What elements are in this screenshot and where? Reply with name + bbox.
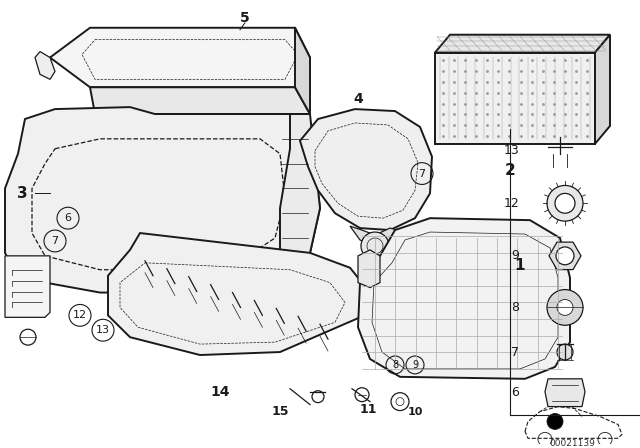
Polygon shape bbox=[5, 107, 320, 293]
Polygon shape bbox=[35, 52, 55, 79]
Circle shape bbox=[547, 289, 583, 325]
Polygon shape bbox=[435, 52, 595, 144]
Polygon shape bbox=[280, 114, 320, 268]
Text: 4: 4 bbox=[353, 92, 363, 106]
Text: 10: 10 bbox=[407, 406, 422, 417]
Text: 9: 9 bbox=[412, 360, 418, 370]
Polygon shape bbox=[50, 28, 310, 87]
Text: 3: 3 bbox=[17, 186, 28, 201]
Text: 15: 15 bbox=[271, 405, 289, 418]
Text: 13: 13 bbox=[96, 325, 110, 335]
Polygon shape bbox=[358, 250, 380, 288]
Circle shape bbox=[557, 344, 573, 360]
Circle shape bbox=[547, 414, 563, 429]
Circle shape bbox=[361, 232, 389, 260]
Text: 9: 9 bbox=[511, 250, 519, 263]
Polygon shape bbox=[300, 109, 432, 230]
Circle shape bbox=[556, 247, 574, 265]
Polygon shape bbox=[108, 233, 370, 355]
Polygon shape bbox=[5, 256, 50, 317]
Polygon shape bbox=[435, 34, 610, 52]
Text: 7: 7 bbox=[419, 168, 426, 179]
Polygon shape bbox=[90, 87, 310, 114]
Circle shape bbox=[555, 194, 575, 213]
Polygon shape bbox=[595, 34, 610, 144]
Text: 7: 7 bbox=[511, 345, 519, 358]
Text: 6: 6 bbox=[65, 213, 72, 223]
Text: 8: 8 bbox=[392, 360, 398, 370]
Text: 6: 6 bbox=[511, 386, 519, 399]
Text: 13: 13 bbox=[503, 144, 519, 157]
Text: 5: 5 bbox=[240, 11, 250, 25]
Text: 1: 1 bbox=[515, 258, 525, 273]
Circle shape bbox=[557, 299, 573, 315]
Text: 7: 7 bbox=[51, 236, 59, 246]
Text: 12: 12 bbox=[73, 310, 87, 320]
Text: 00021139: 00021139 bbox=[549, 439, 595, 448]
Polygon shape bbox=[358, 218, 570, 379]
Text: 12: 12 bbox=[503, 197, 519, 210]
Polygon shape bbox=[545, 379, 585, 407]
Text: 14: 14 bbox=[211, 385, 230, 399]
Circle shape bbox=[547, 185, 583, 221]
Text: 2: 2 bbox=[504, 163, 515, 178]
Polygon shape bbox=[295, 28, 310, 114]
Polygon shape bbox=[549, 242, 581, 270]
Text: 8: 8 bbox=[511, 301, 519, 314]
Text: 11: 11 bbox=[359, 403, 377, 416]
Polygon shape bbox=[350, 226, 408, 248]
